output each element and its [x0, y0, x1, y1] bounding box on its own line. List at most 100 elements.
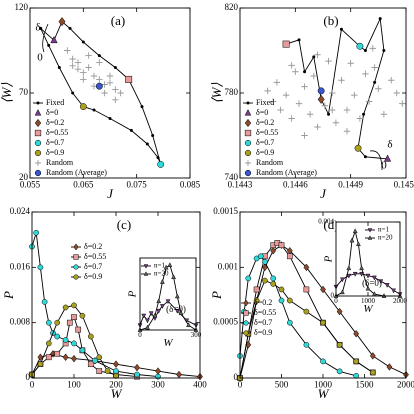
- legend-label: δ=0.55: [46, 128, 68, 137]
- marker: [96, 59, 103, 66]
- annotation: (δ=0): [166, 304, 186, 314]
- x-axis-label: J: [320, 186, 327, 201]
- marker: [288, 115, 295, 122]
- legend-label: δ=0.9: [254, 328, 272, 337]
- legend-label: δ=0.9: [256, 148, 274, 157]
- marker: [58, 17, 66, 27]
- marker: [96, 354, 103, 361]
- legend-marker: [244, 169, 252, 177]
- marker: [373, 80, 377, 84]
- marker: [54, 319, 61, 326]
- marker: [362, 112, 366, 116]
- marker: [303, 70, 307, 74]
- legend-marker: [73, 243, 79, 251]
- y-axis-label: P: [209, 291, 224, 300]
- marker: [363, 155, 367, 159]
- marker: [90, 72, 98, 80]
- marker: [336, 307, 343, 316]
- legend-label: δ=0.7: [256, 138, 274, 147]
- marker: [286, 297, 293, 304]
- marker: [359, 265, 365, 271]
- marker: [156, 308, 162, 314]
- x-tick-label: 0: [334, 297, 338, 305]
- series-line: [239, 244, 407, 379]
- marker: [85, 52, 92, 59]
- marker: [286, 319, 293, 326]
- x-tick-label: 0: [238, 379, 243, 389]
- panel-label: (c): [117, 217, 131, 232]
- marker: [113, 360, 119, 368]
- x-tick-label: 0: [30, 379, 35, 389]
- marker: [95, 82, 103, 90]
- marker: [369, 45, 376, 52]
- marker: [378, 17, 382, 21]
- plot-frame: [239, 211, 407, 379]
- x-tick-label: 100: [67, 379, 81, 389]
- marker: [317, 87, 325, 95]
- legend-marker: [34, 118, 42, 128]
- legend-label: δ=0: [256, 108, 268, 117]
- marker: [174, 293, 180, 299]
- y-tick-label: 20: [19, 172, 29, 182]
- marker: [112, 96, 119, 103]
- y-tick-label: 820: [225, 2, 239, 12]
- y-tick-label: 0: [331, 292, 335, 300]
- x-tick-label: 1500: [356, 379, 375, 389]
- marker: [186, 322, 191, 328]
- y-tick-label: 0.001: [218, 261, 238, 271]
- marker: [47, 43, 51, 47]
- marker: [176, 370, 182, 379]
- marker: [262, 258, 268, 265]
- marker: [87, 333, 94, 340]
- legend-label: n=1: [154, 262, 165, 270]
- marker: [69, 62, 76, 69]
- marker: [33, 229, 40, 236]
- marker: [351, 91, 358, 99]
- marker: [355, 241, 361, 247]
- x-tick-label: 0.075: [127, 179, 148, 189]
- marker: [354, 144, 362, 152]
- marker: [380, 111, 388, 118]
- legend-marker: [34, 139, 42, 147]
- y-tick-label: 0.004: [318, 218, 334, 226]
- marker: [141, 313, 147, 319]
- marker: [163, 264, 169, 270]
- marker: [156, 156, 160, 160]
- marker: [74, 66, 82, 73]
- marker: [332, 119, 340, 126]
- marker: [310, 72, 317, 80]
- marker: [257, 253, 264, 260]
- marker: [369, 352, 376, 360]
- x-tick-label: 1000: [314, 379, 333, 389]
- legend-label: Random (Average): [46, 168, 107, 177]
- legend-label: δ=0.2: [84, 242, 102, 251]
- marker: [171, 274, 177, 280]
- marker: [371, 275, 377, 281]
- marker: [87, 361, 94, 368]
- marker: [375, 85, 382, 92]
- marker: [278, 297, 285, 304]
- marker: [362, 70, 369, 78]
- x-tick-label: 0.085: [180, 179, 201, 189]
- marker: [129, 128, 133, 132]
- marker: [96, 76, 103, 83]
- legend-marker: [34, 169, 42, 177]
- marker: [155, 367, 161, 375]
- marker: [145, 318, 150, 324]
- marker: [339, 27, 343, 31]
- marker: [145, 324, 150, 330]
- x-axis-label: J: [107, 186, 114, 201]
- legend-marker: [73, 264, 79, 270]
- legend-marker: [367, 235, 373, 240]
- marker: [45, 354, 52, 361]
- inset-background: [140, 258, 196, 330]
- x-tick-label: 0.065: [73, 179, 94, 189]
- marker: [371, 64, 378, 71]
- x-tick-label: 200: [109, 379, 123, 389]
- legend-marker: [73, 274, 79, 280]
- x-axis-label: W: [111, 386, 123, 401]
- marker: [353, 358, 360, 365]
- legend-label: n=1: [378, 226, 389, 234]
- annotation: δ: [387, 139, 392, 151]
